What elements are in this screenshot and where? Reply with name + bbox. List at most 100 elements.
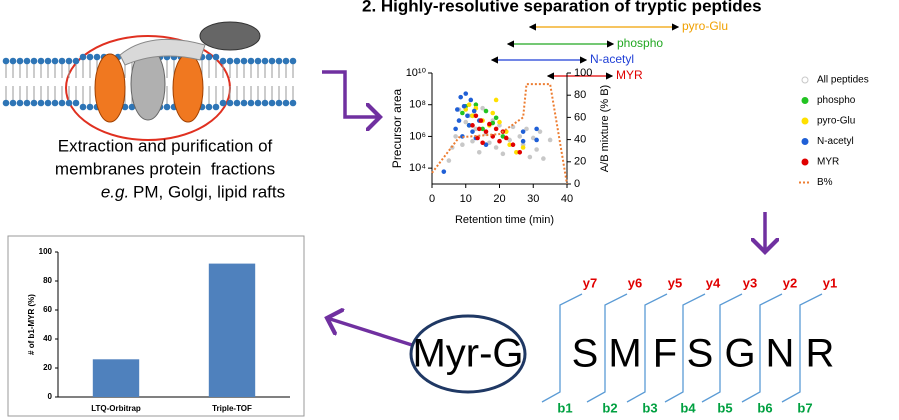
y-axis-label: # of b1-MYR (%) [27,294,36,355]
data-point [456,118,462,123]
legend-swatch [801,76,809,84]
lipid-head [86,53,94,61]
data-point [465,113,470,119]
lipid-head [128,103,136,111]
data-point [537,129,543,134]
lipid-head [233,99,241,107]
protein [172,53,204,123]
lipid-head [72,99,80,107]
annotation-arrows [490,23,680,80]
data-point [476,126,482,132]
y-ion-label: y3 [743,275,757,290]
lipid-head [254,57,262,65]
lipid-head [23,99,31,107]
lipid-head [261,57,269,65]
b-ion-label: b4 [680,400,696,415]
y-tick-label: 20 [43,363,52,372]
data-point [503,129,509,134]
data-point [466,123,472,128]
data-point [470,138,475,144]
residue: R [806,332,835,376]
legend-label: phospho [817,95,856,106]
data-point [460,142,465,148]
myr-circle [409,314,527,394]
data-point [534,137,539,143]
data-point [534,126,539,132]
data-point [483,129,489,134]
b-ion-label: b7 [797,400,812,415]
data-point [453,134,458,139]
data-point [455,107,460,112]
data-point [460,110,465,116]
annotation: phospho [617,36,663,50]
lipid-head [219,57,227,65]
lipid-head [240,99,248,107]
lipid-head [275,99,283,107]
lipid-head [93,53,101,61]
data-point [466,102,472,108]
lipid-head [9,99,17,107]
protein [119,38,206,66]
y2-tick-label: 0 [574,178,580,190]
y-ion-label: y7 [583,275,597,290]
data-point [500,151,506,157]
lipid-head [16,99,24,107]
lipid-head [275,57,283,65]
process-arrow [327,318,413,347]
data-point [524,126,529,132]
data-point [493,115,499,121]
b-ion-label: b1 [557,400,572,415]
lipid-head [86,103,94,111]
residue: N [766,332,795,376]
lipid-head [58,99,66,107]
residue: G [724,332,755,376]
data-point [441,169,447,174]
data-point [517,149,523,155]
data-point [471,108,477,114]
legend-label: pyro-Glu [817,116,855,127]
lipid-head [233,57,241,65]
lipid-head [163,103,171,111]
lipid-head [212,103,220,111]
lipid-head [23,57,31,65]
lipid-head [2,99,10,107]
data-point [530,135,536,141]
data-point [453,126,458,132]
y-tick-label: 0 [48,392,53,401]
lipid-head [219,99,227,107]
y-tick-label: 60 [43,305,52,314]
y-axis-label: Precursor area [390,88,404,168]
lipid-head [205,103,213,111]
bar-chart-frame [7,235,305,417]
lipid-head [30,99,38,107]
lipid-head [79,53,87,61]
y2-tick-label: 20 [574,156,586,168]
data-point [468,97,474,103]
data-point [541,156,546,161]
lipid-head [247,57,255,65]
y-ion-label: y4 [706,275,721,290]
lipid-head [254,99,262,107]
data-point [458,94,463,100]
lipid-head [79,103,87,111]
lipid-head [51,99,59,107]
data-point [490,110,496,116]
protein [94,53,126,123]
data-point [463,91,469,96]
data-point [480,105,485,111]
data-point [483,108,489,114]
y-ion-label: y2 [783,275,797,290]
data-point [503,135,509,141]
extraction-example-abbrev: e.g. [101,182,129,201]
lipid-head [44,57,52,65]
y-tick-label: 10⁴ [409,162,426,174]
data-point [520,138,526,144]
x-tick-label: Triple-TOF [212,404,252,413]
x-tick-label: 0 [429,193,435,205]
x-axis-label: Retention time (min) [455,214,554,226]
fragmentation-line [741,293,783,403]
data-point [520,129,526,134]
lipid-head [65,57,73,65]
